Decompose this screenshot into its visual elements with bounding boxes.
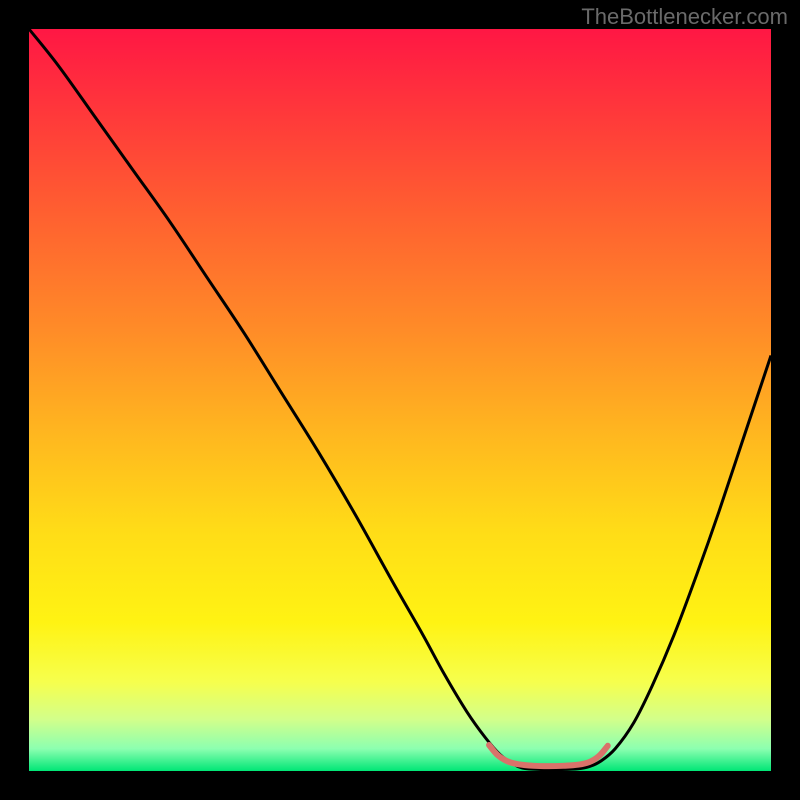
plot-background (29, 29, 771, 771)
chart-container: TheBottlenecker.com (0, 0, 800, 800)
bottleneck-curve-chart (0, 0, 800, 800)
